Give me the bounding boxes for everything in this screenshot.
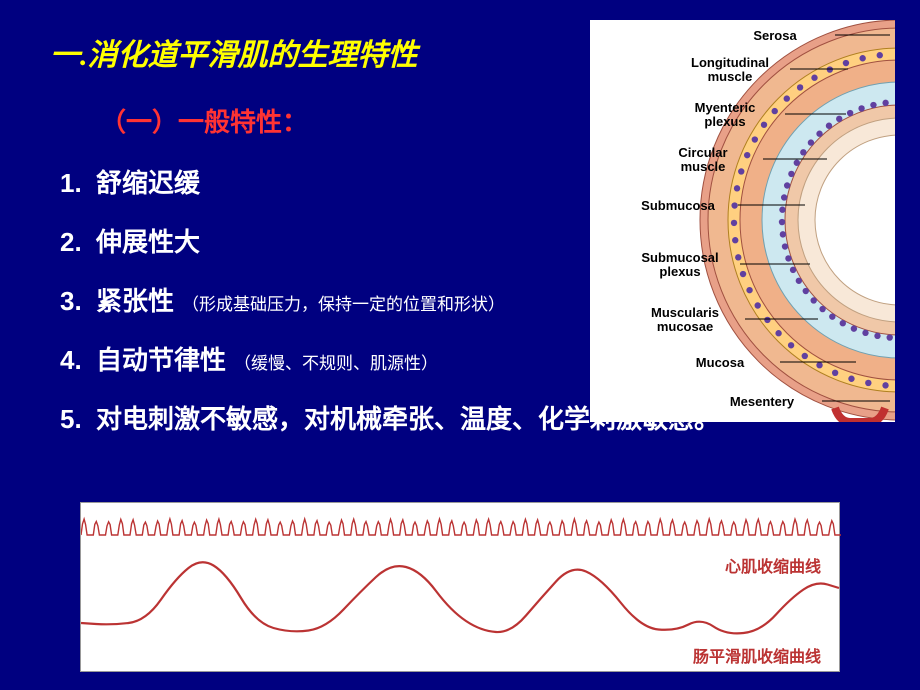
item-number: 3.: [60, 286, 96, 317]
svg-text:Longitudinal: Longitudinal: [691, 55, 769, 70]
item-subtext: （形成基础压力，保持一定的位置和形状）: [182, 295, 505, 314]
smooth-muscle-curve-label: 肠平滑肌收缩曲线: [693, 643, 821, 667]
item-subtext: （缓慢、不规则、肌源性）: [234, 354, 438, 373]
item-text: 舒缩迟缓: [96, 163, 200, 200]
svg-text:Myenteric: Myenteric: [695, 100, 756, 115]
svg-text:muscle: muscle: [681, 159, 726, 174]
svg-text:Submucosal: Submucosal: [641, 250, 718, 265]
anatomy-svg: SerosaLongitudinalmuscleMyentericplexusC…: [590, 20, 895, 422]
svg-text:Mucosa: Mucosa: [696, 355, 745, 370]
svg-text:Mesentery: Mesentery: [730, 394, 795, 409]
svg-text:Submucosa: Submucosa: [641, 198, 715, 213]
svg-text:Serosa: Serosa: [753, 28, 797, 43]
item-text: 伸展性大: [96, 222, 200, 259]
item-number: 5.: [60, 404, 96, 435]
svg-text:mucosae: mucosae: [657, 319, 713, 334]
cardiac-curve-label: 心肌收缩曲线: [725, 553, 821, 577]
item-text: 自动节律性: [96, 346, 226, 375]
svg-text:plexus: plexus: [659, 264, 700, 279]
item-text: 紧张性: [96, 287, 174, 316]
item-number: 2.: [60, 227, 96, 258]
svg-text:plexus: plexus: [704, 114, 745, 129]
slide-container: 一.消化道平滑肌的生理特性 （一）一般特性： 1. 舒缩迟缓 2. 伸展性大 3…: [0, 0, 920, 690]
item-number: 4.: [60, 345, 96, 376]
svg-text:Muscularis: Muscularis: [651, 305, 719, 320]
anatomy-diagram: SerosaLongitudinalmuscleMyentericplexusC…: [590, 20, 895, 422]
item-number: 1.: [60, 168, 96, 199]
contraction-chart: 心肌收缩曲线 肠平滑肌收缩曲线: [80, 502, 840, 672]
svg-text:Circular: Circular: [678, 145, 727, 160]
svg-text:muscle: muscle: [708, 69, 753, 84]
